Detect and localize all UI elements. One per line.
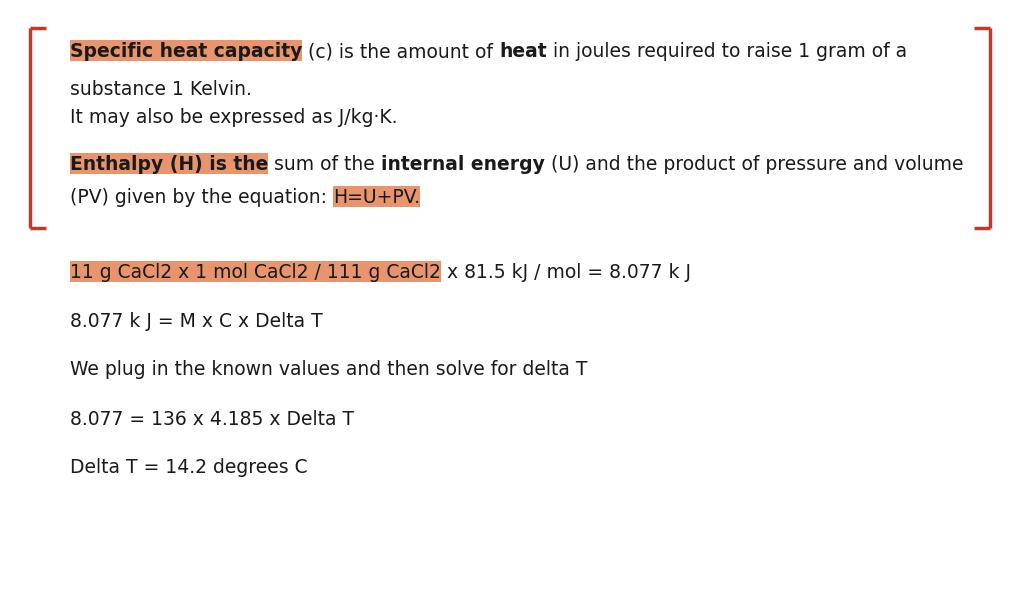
Text: We plug in the known values and then solve for delta T: We plug in the known values and then sol… — [70, 360, 588, 379]
Text: x 81.5 kJ / mol = 8.077 k J: x 81.5 kJ / mol = 8.077 k J — [441, 263, 691, 282]
Bar — [70, 261, 441, 282]
Text: sum of the: sum of the — [268, 155, 381, 174]
Text: Delta T = 14.2 degrees C: Delta T = 14.2 degrees C — [70, 458, 307, 477]
Text: 8.077 = 136 x 4.185 x Delta T: 8.077 = 136 x 4.185 x Delta T — [70, 410, 354, 429]
Text: Specific heat capacity: Specific heat capacity — [70, 42, 302, 61]
Text: substance 1 Kelvin.: substance 1 Kelvin. — [70, 80, 252, 99]
Text: Enthalpy (H) is the: Enthalpy (H) is the — [70, 155, 268, 174]
Text: It may also be expressed as J/kg·K.: It may also be expressed as J/kg·K. — [70, 108, 397, 127]
Text: (U) and the product of pressure and volume: (U) and the product of pressure and volu… — [545, 155, 964, 174]
Text: (c) is the amount of: (c) is the amount of — [302, 42, 500, 61]
Bar — [70, 153, 268, 174]
Text: 8.077 k J = M x C x Delta T: 8.077 k J = M x C x Delta T — [70, 312, 323, 331]
Text: internal energy: internal energy — [381, 155, 545, 174]
Bar — [70, 40, 302, 61]
Text: heat: heat — [500, 42, 547, 61]
Text: in joules required to raise 1 gram of a: in joules required to raise 1 gram of a — [547, 42, 907, 61]
Text: 11 g CaCl2 x 1 mol CaCl2 / 111 g CaCl2: 11 g CaCl2 x 1 mol CaCl2 / 111 g CaCl2 — [70, 263, 441, 282]
Bar — [333, 186, 420, 207]
Text: H=U+PV.: H=U+PV. — [333, 188, 420, 207]
Text: (PV) given by the equation:: (PV) given by the equation: — [70, 188, 333, 207]
